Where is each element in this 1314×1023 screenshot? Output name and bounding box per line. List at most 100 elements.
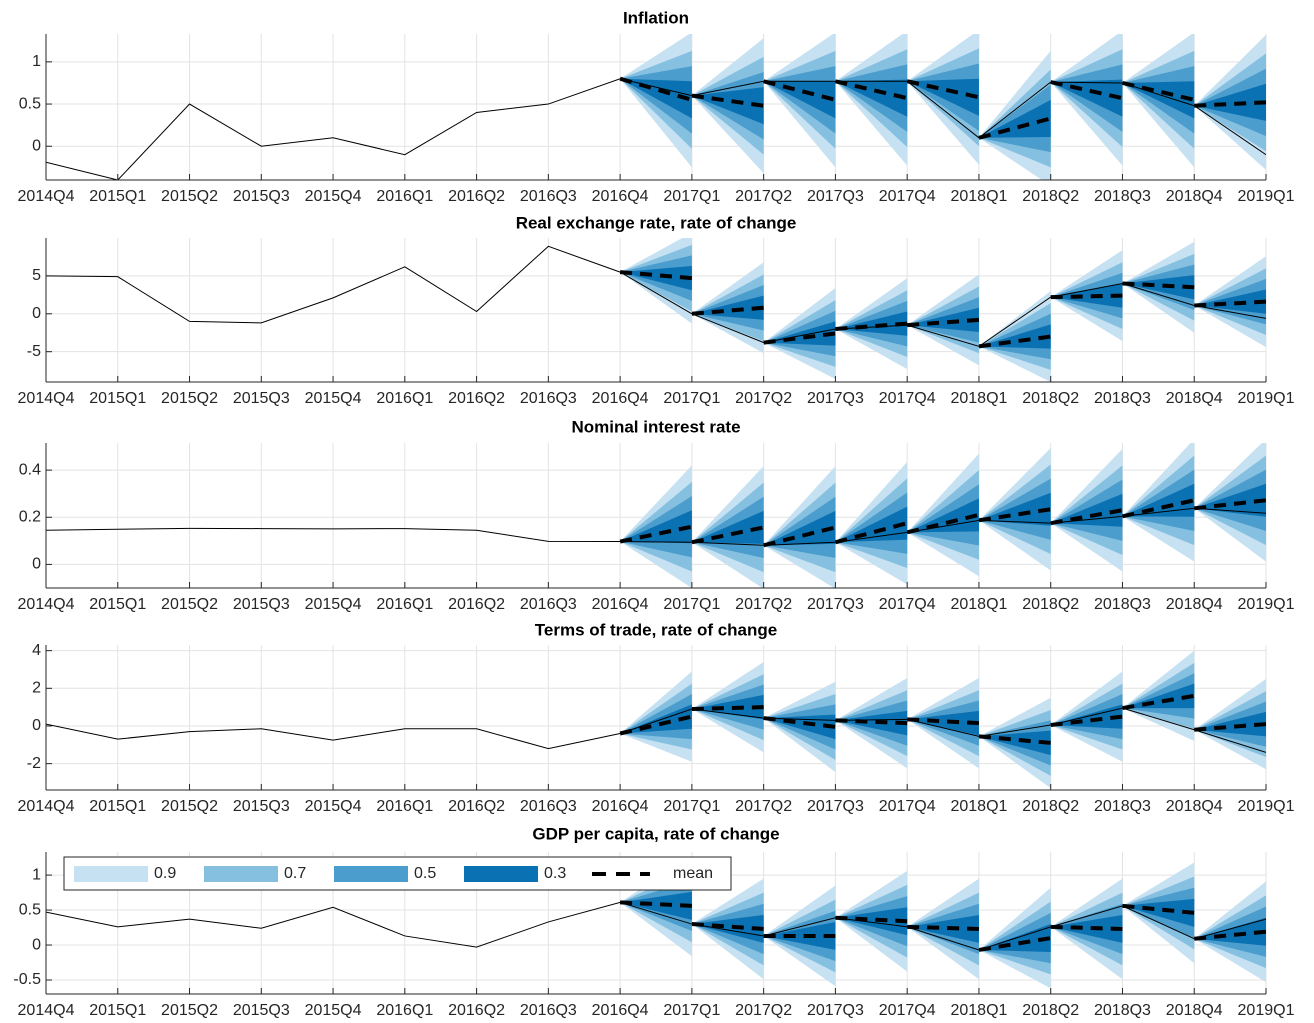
x-tick-label: 2016Q1 (376, 188, 433, 205)
fan-band (978, 492, 1051, 526)
x-tick-label: 2017Q2 (735, 1002, 792, 1019)
fan-mean (1122, 498, 1195, 519)
x-tick-label: 2016Q4 (592, 390, 649, 407)
x-tick-label: 2014Q4 (18, 390, 75, 407)
fan-mean (619, 714, 693, 736)
x-tick-label: 2016Q3 (520, 596, 577, 613)
x-tick-label: 2016Q3 (520, 1002, 577, 1019)
x-tick-label: 2017Q3 (807, 390, 864, 407)
panel: Inflation 0 0.5 1 2014Q4 2015Q1 2015Q2 2015Q3 20… (18, 8, 1295, 205)
fan-band (1122, 81, 1195, 119)
fan-mean (1122, 281, 1195, 290)
chart-title: Real exchange rate, rate of change (516, 213, 797, 232)
fan-mean (1194, 498, 1266, 511)
x-tick-label: 2015Q1 (89, 188, 146, 205)
fan-mean (1194, 722, 1266, 732)
fan-band (1194, 83, 1266, 121)
plot-area (46, 650, 1266, 789)
fan-band (907, 498, 979, 533)
fan-band (835, 506, 908, 543)
fan-mean (907, 717, 980, 726)
legend-swatch (464, 866, 538, 882)
fan-mean (978, 734, 1051, 745)
x-tick-label: 2017Q2 (735, 798, 792, 815)
fan-mean (907, 924, 979, 931)
fan-band (620, 78, 692, 119)
x-tick-label: 2019Q1 (1238, 1002, 1295, 1019)
fan-mean (978, 936, 1052, 952)
x-tick-label: 2017Q2 (735, 390, 792, 407)
y-tick-label: 1 (32, 53, 41, 70)
x-tick-label: 2017Q1 (663, 188, 720, 205)
x-tick-label: 2018Q1 (950, 390, 1007, 407)
legend-label: 0.5 (414, 865, 436, 882)
x-tick-label: 2015Q2 (161, 1002, 218, 1019)
y-tick-label: -5 (27, 343, 41, 360)
legend: 0.9 0.7 0.5 0.3 mean (63, 856, 732, 891)
y-tick-label: 0.5 (19, 95, 41, 112)
fan-mean (691, 525, 765, 545)
x-tick-label: 2014Q4 (18, 1002, 75, 1019)
fan-band (1122, 683, 1195, 709)
x-tick-label: 2015Q4 (305, 596, 362, 613)
fan-band (907, 307, 979, 332)
fan-band (620, 891, 692, 920)
panel: Terms of trade, rate of change -2 0 2 4 2014Q… (18, 620, 1295, 815)
x-tick-label: 2017Q1 (663, 798, 720, 815)
plot-area (46, 238, 1266, 382)
x-tick-label: 2017Q4 (879, 390, 936, 407)
x-tick-label: 2017Q3 (807, 188, 864, 205)
x-tick-label: 2018Q4 (1166, 188, 1223, 205)
legend-label: mean (673, 865, 713, 882)
fan-band (691, 914, 764, 943)
y-tick-label: 5 (32, 267, 41, 284)
x-tick-label: 2018Q1 (950, 188, 1007, 205)
y-tick-label: 2 (32, 680, 41, 697)
x-tick-label: 2016Q4 (592, 596, 649, 613)
fan-band (1194, 711, 1266, 737)
fan-band (978, 730, 1051, 756)
panel: Real exchange rate, rate of change -5 0 5 20… (18, 213, 1295, 407)
fan-band (835, 907, 908, 936)
x-tick-label: 2015Q3 (233, 798, 290, 815)
x-tick-label: 2016Q4 (592, 188, 649, 205)
x-tick-label: 2015Q4 (305, 798, 362, 815)
x-tick-label: 2017Q4 (879, 798, 936, 815)
fan-mean (691, 922, 764, 931)
x-tick-label: 2016Q2 (448, 798, 505, 815)
fan-band (1050, 283, 1123, 308)
x-tick-label: 2016Q3 (520, 188, 577, 205)
fan-band (1122, 483, 1195, 517)
legend-label: 0.7 (284, 865, 306, 882)
fan-mean (691, 93, 764, 108)
fan-mean (1050, 80, 1123, 101)
fan-mean (834, 521, 908, 545)
x-tick-label: 2016Q3 (520, 390, 577, 407)
x-tick-label: 2018Q3 (1094, 1002, 1151, 1019)
fan-mean (691, 705, 764, 712)
data-line (46, 901, 1266, 951)
x-tick-label: 2015Q1 (89, 798, 146, 815)
y-tick-label: 0.5 (19, 901, 41, 918)
y-tick-label: 0.4 (19, 461, 41, 478)
x-tick-label: 2018Q2 (1022, 390, 1079, 407)
x-tick-label: 2016Q4 (592, 798, 649, 815)
fan-band (620, 704, 692, 734)
fan-band (620, 510, 692, 544)
x-tick-label: 2016Q2 (448, 390, 505, 407)
fan-mean (619, 270, 693, 281)
fan-band (691, 694, 764, 720)
legend-label: 0.9 (154, 865, 176, 882)
x-tick-label: 2015Q1 (89, 1002, 146, 1019)
fan-band (763, 714, 836, 740)
plot-area (46, 855, 1266, 989)
x-tick-label: 2018Q4 (1166, 596, 1223, 613)
x-tick-label: 2019Q1 (1238, 798, 1295, 815)
x-tick-label: 2015Q2 (161, 188, 218, 205)
y-tick-label: 0 (32, 556, 41, 573)
legend-swatch (74, 866, 148, 882)
y-tick-label: 0.2 (19, 508, 41, 525)
x-tick-label: 2018Q2 (1022, 1002, 1079, 1019)
fan-mean (619, 524, 693, 544)
